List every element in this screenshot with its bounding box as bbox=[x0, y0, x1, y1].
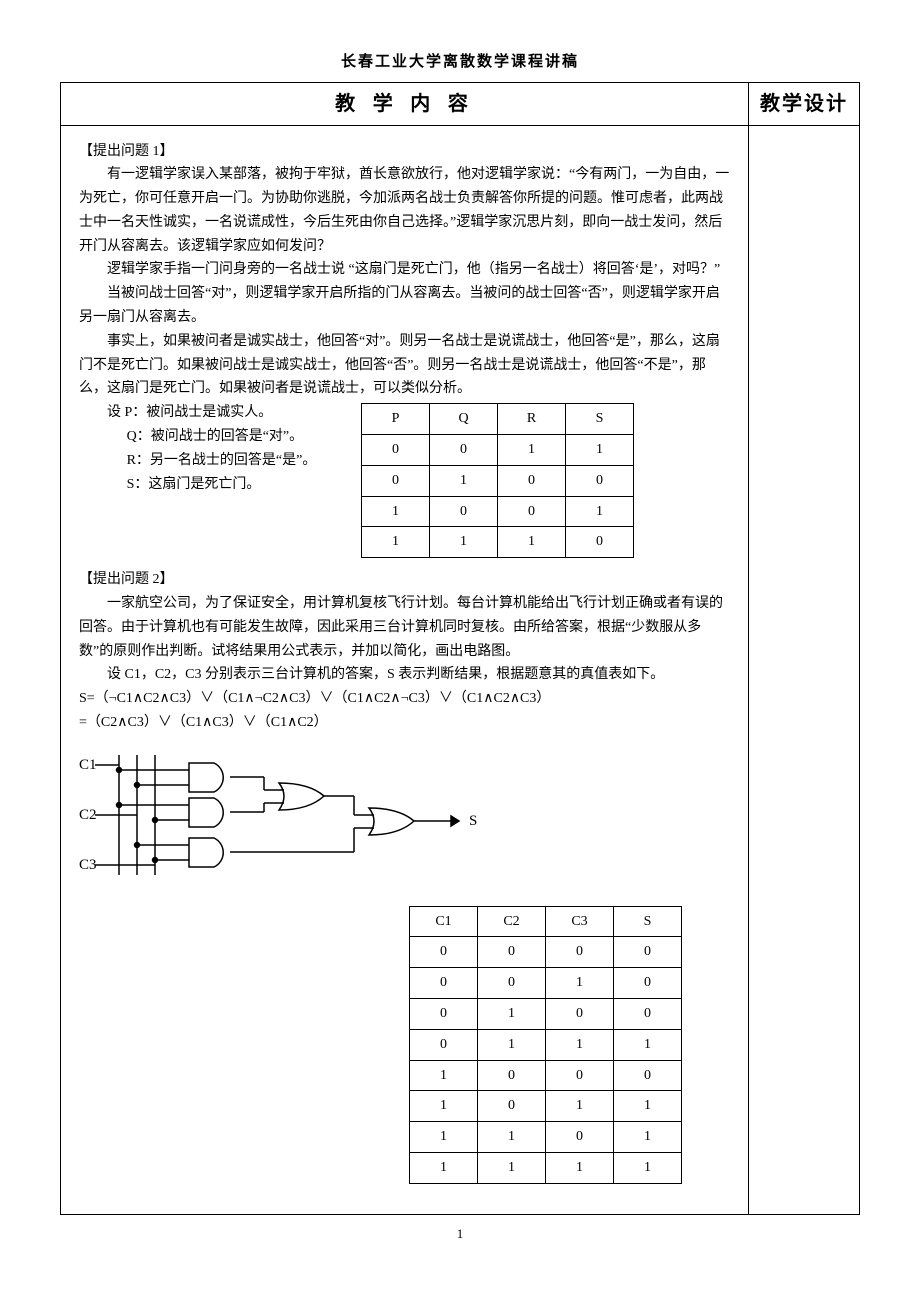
side-column: 教学设计 bbox=[749, 83, 859, 1214]
table-row: 0100 bbox=[362, 465, 634, 496]
circuit-input-c1: C1 bbox=[79, 757, 97, 773]
circuit-output-s: S bbox=[469, 813, 477, 829]
table-row: 1101 bbox=[410, 1122, 682, 1153]
circuit-diagram: C1 C2 C3 S bbox=[79, 745, 499, 885]
table-row: 0000 bbox=[410, 937, 682, 968]
th: C1 bbox=[410, 906, 478, 937]
table-row: P Q R S bbox=[362, 404, 634, 435]
side-column-header: 教学设计 bbox=[749, 83, 859, 126]
circuit-input-c2: C2 bbox=[79, 807, 97, 823]
q1-paragraph-4: 事实上，如果被问者是诚实战士，他回答“对”。则另一名战士是说谎战士，他回答“是”… bbox=[79, 330, 730, 401]
q1-definitions: 设 P：被问战士是诚实人。 Q：被问战士的回答是“对”。 R：另一名战士的回答是… bbox=[79, 401, 349, 496]
q2-paragraph-2: 设 C1，C2，C3 分别表示三台计算机的答案，S 表示判断结果，根据题意其的真… bbox=[79, 663, 730, 687]
page-number: 1 bbox=[60, 1223, 860, 1245]
main-column-header: 教 学 内 容 bbox=[61, 83, 748, 126]
th: C2 bbox=[478, 906, 546, 937]
q1-def-p: 设 P：被问战士是诚实人。 bbox=[79, 401, 349, 425]
th: P bbox=[362, 404, 430, 435]
q1-paragraph-2: 逻辑学家手指一门问身旁的一名战士说 “这扇门是死亡门，他（指另一名战士）将回答‘… bbox=[79, 258, 730, 282]
table-row: 1001 bbox=[362, 496, 634, 527]
th: S bbox=[614, 906, 682, 937]
main-column-body: 【提出问题 1】 有一逻辑学家误入某部落，被拘于牢狱，酋长意欲放行，他对逻辑学家… bbox=[61, 126, 748, 1214]
th: Q bbox=[430, 404, 498, 435]
table-row: 1011 bbox=[410, 1091, 682, 1122]
table-row: 0100 bbox=[410, 999, 682, 1030]
formula-line-1: S=（¬C1∧C2∧C3）∨（C1∧¬C2∧C3）∨（C1∧C2∧¬C3）∨（C… bbox=[79, 687, 730, 711]
table-row: C1 C2 C3 S bbox=[410, 906, 682, 937]
q2-paragraph-1: 一家航空公司，为了保证安全，用计算机复核飞行计划。每台计算机能给出飞行计划正确或… bbox=[79, 592, 730, 663]
table-row: 0011 bbox=[362, 435, 634, 466]
truth-table-1: P Q R S 0011 0100 1001 1110 bbox=[361, 403, 634, 558]
table-row: 1111 bbox=[410, 1153, 682, 1184]
table-row: 0111 bbox=[410, 1029, 682, 1060]
q1-def-s: S：这扇门是死亡门。 bbox=[79, 473, 349, 497]
main-column: 教 学 内 容 【提出问题 1】 有一逻辑学家误入某部落，被拘于牢狱，酋长意欲放… bbox=[61, 83, 749, 1214]
document-header: 长春工业大学离散数学课程讲稿 bbox=[60, 50, 860, 76]
th: R bbox=[498, 404, 566, 435]
lecture-frame: 教 学 内 容 【提出问题 1】 有一逻辑学家误入某部落，被拘于牢狱，酋长意欲放… bbox=[60, 82, 860, 1215]
q1-defs-and-table: 设 P：被问战士是诚实人。 Q：被问战士的回答是“对”。 R：另一名战士的回答是… bbox=[79, 401, 730, 568]
question-1-title: 【提出问题 1】 bbox=[79, 140, 730, 164]
th: C3 bbox=[546, 906, 614, 937]
q1-paragraph-3: 当被问战士回答“对”，则逻辑学家开启所指的门从容离去。当被问的战士回答“否”，则… bbox=[79, 282, 730, 330]
formula-line-2: =（C2∧C3）∨（C1∧C3）∨（C1∧C2） bbox=[79, 711, 730, 735]
q1-def-q: Q：被问战士的回答是“对”。 bbox=[79, 425, 349, 449]
table-row: 1000 bbox=[410, 1060, 682, 1091]
side-column-body bbox=[749, 126, 859, 1214]
th: S bbox=[566, 404, 634, 435]
table-row: 0010 bbox=[410, 968, 682, 999]
q1-def-r: R：另一名战士的回答是“是”。 bbox=[79, 449, 349, 473]
table-row: 1110 bbox=[362, 527, 634, 558]
q1-paragraph-1: 有一逻辑学家误入某部落，被拘于牢狱，酋长意欲放行，他对逻辑学家说：“今有两门，一… bbox=[79, 163, 730, 258]
truth-table-2: C1 C2 C3 S 0000 0010 0100 0111 1000 1011… bbox=[409, 906, 682, 1184]
question-2-title: 【提出问题 2】 bbox=[79, 568, 730, 592]
circuit-input-c3: C3 bbox=[79, 857, 97, 873]
